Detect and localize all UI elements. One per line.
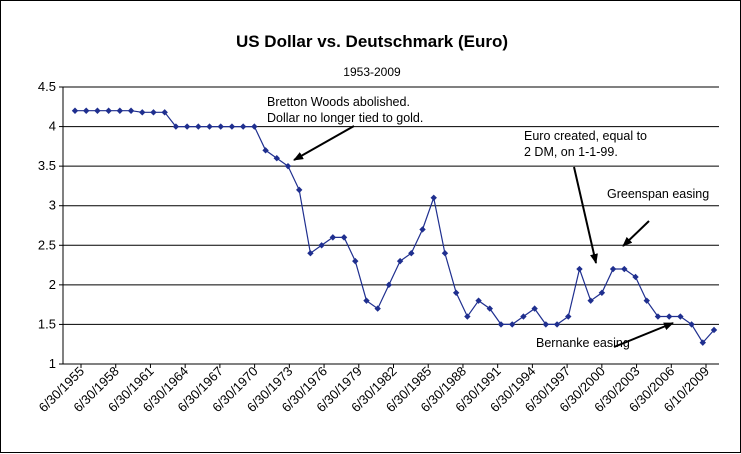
y-tick-label: 1 xyxy=(49,356,56,371)
annotation-text: 2 DM, on 1-1-99. xyxy=(524,145,618,159)
data-point xyxy=(441,250,449,257)
annotation-text: Dollar no longer tied to gold. xyxy=(267,111,423,125)
chart-subtitle: 1953-2009 xyxy=(343,65,401,79)
data-point xyxy=(105,107,112,114)
y-tick-label: 1.5 xyxy=(38,316,56,331)
data-point xyxy=(598,289,606,296)
data-point xyxy=(183,123,191,130)
axes xyxy=(62,87,719,365)
data-point xyxy=(464,313,471,320)
data-point xyxy=(553,321,561,328)
data-point xyxy=(206,123,213,130)
data-point xyxy=(139,109,146,116)
annotations: Bretton Woods abolished. Dollar no longer… xyxy=(267,95,709,350)
data-point xyxy=(475,297,482,304)
data-point xyxy=(396,257,404,265)
y-tick-label: 4.5 xyxy=(38,79,56,94)
data-point xyxy=(509,321,516,328)
series-line-group xyxy=(71,107,718,346)
data-point xyxy=(195,123,202,130)
data-point xyxy=(609,265,617,273)
data-point xyxy=(83,107,90,114)
y-tick-label: 2 xyxy=(49,277,56,292)
data-point xyxy=(654,313,662,320)
data-point xyxy=(452,289,460,296)
data-point xyxy=(318,242,325,249)
data-point xyxy=(71,107,79,114)
data-point xyxy=(127,107,135,114)
data-point xyxy=(677,313,684,320)
data-point xyxy=(262,147,269,154)
data-point xyxy=(172,123,180,130)
data-point xyxy=(161,109,168,116)
annotation-arrow xyxy=(622,220,650,247)
data-point xyxy=(542,321,550,328)
data-point xyxy=(688,321,695,328)
annotation-text: Greenspan easing xyxy=(607,187,709,201)
data-point xyxy=(408,250,415,257)
y-tick-label: 3.5 xyxy=(38,158,56,173)
data-point xyxy=(576,265,583,273)
data-point xyxy=(296,186,303,194)
annotation-arrow xyxy=(573,166,598,264)
data-point xyxy=(430,194,437,201)
data-point xyxy=(116,107,124,114)
series-line xyxy=(75,110,715,344)
data-point xyxy=(419,226,426,233)
data-point xyxy=(587,297,594,304)
data-point xyxy=(699,339,706,346)
data-point xyxy=(710,326,718,334)
data-point xyxy=(273,155,280,162)
data-point xyxy=(374,305,381,312)
data-point xyxy=(632,273,639,281)
data-point xyxy=(497,321,505,328)
data-point xyxy=(486,305,493,312)
annotation-text: Euro created, equal to xyxy=(524,129,647,143)
data-point xyxy=(239,123,247,130)
annotation-arrow xyxy=(293,125,355,161)
y-axis-ticks: 1 1.5 2 2.5 3 3.5 4 4.5 xyxy=(38,79,63,371)
data-point xyxy=(665,313,673,320)
data-point xyxy=(94,107,101,114)
data-point xyxy=(520,313,527,320)
data-point xyxy=(363,297,370,304)
data-point xyxy=(352,257,359,265)
data-point xyxy=(251,123,258,130)
annotation-arrow xyxy=(613,322,674,348)
data-point xyxy=(340,234,348,241)
data-point xyxy=(150,109,157,116)
annotation-text: Bernanke easing xyxy=(536,336,630,350)
data-point xyxy=(531,305,538,312)
data-point xyxy=(329,234,337,241)
data-point xyxy=(643,297,650,304)
x-axis-ticks: 6/30/19556/30/19586/30/19616/30/19646/30… xyxy=(36,364,713,416)
data-point xyxy=(217,123,224,130)
data-point xyxy=(228,123,236,130)
data-point xyxy=(284,162,292,170)
chart-title: US Dollar vs. Deutschmark (Euro) xyxy=(236,32,508,51)
y-tick-label: 2.5 xyxy=(38,237,56,252)
data-point xyxy=(307,250,314,257)
data-point xyxy=(621,265,628,273)
annotation-text: Bretton Woods abolished. xyxy=(267,95,410,109)
data-point xyxy=(565,313,572,320)
y-tick-label: 3 xyxy=(49,198,56,213)
data-point xyxy=(385,281,393,289)
y-tick-label: 4 xyxy=(49,119,56,134)
